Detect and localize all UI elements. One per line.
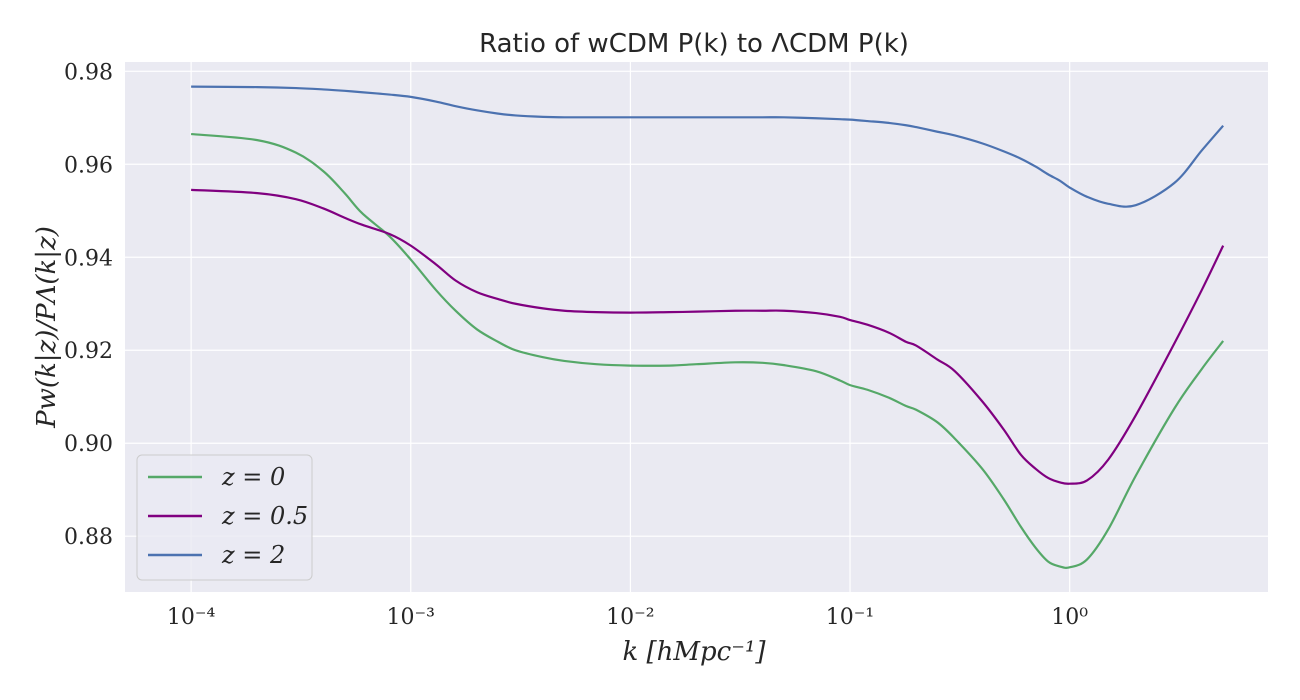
x-tick-label: 10⁻⁴ — [167, 605, 216, 630]
legend-label: z = 2 — [221, 541, 285, 569]
series-line-2 — [191, 85, 1225, 208]
y-tick-labels: 0.88 0.90 0.92 0.94 0.96 0.98 — [64, 60, 113, 550]
y-axis-label: Pw(k|z)/PΛ(k|z) — [32, 226, 62, 429]
legend-label: z = 0.5 — [221, 502, 308, 530]
x-axis-label: k [hMpc⁻¹] — [622, 637, 766, 667]
series-line-1 — [191, 188, 1225, 485]
series-lines — [191, 85, 1225, 569]
legend-entries: z = 0 z = 0.5 z = 2 — [148, 463, 308, 569]
series-line-0 — [191, 132, 1225, 569]
plot-background — [125, 62, 1268, 592]
legend-label: z = 0 — [221, 463, 285, 491]
x-tick-label: 10⁰ — [1051, 605, 1088, 630]
y-tick-label: 0.96 — [64, 153, 113, 178]
y-tick-label: 0.98 — [64, 60, 113, 85]
x-tick-label: 10⁻² — [606, 605, 654, 630]
legend: z = 0 z = 0.5 z = 2 — [136, 454, 313, 581]
x-tick-labels: 10⁻⁴ 10⁻³ 10⁻² 10⁻¹ 10⁰ — [167, 605, 1088, 630]
chart-title: Ratio of wCDM P(k) to ΛCDM P(k) — [479, 29, 909, 59]
y-tick-label: 0.92 — [64, 339, 113, 364]
y-tick-label: 0.90 — [64, 432, 113, 457]
y-tick-label: 0.88 — [64, 525, 113, 550]
x-tick-label: 10⁻¹ — [826, 605, 874, 630]
x-tick-label: 10⁻³ — [387, 605, 435, 630]
legend-box — [136, 454, 313, 581]
grid — [125, 62, 1268, 592]
y-tick-label: 0.94 — [64, 246, 113, 271]
